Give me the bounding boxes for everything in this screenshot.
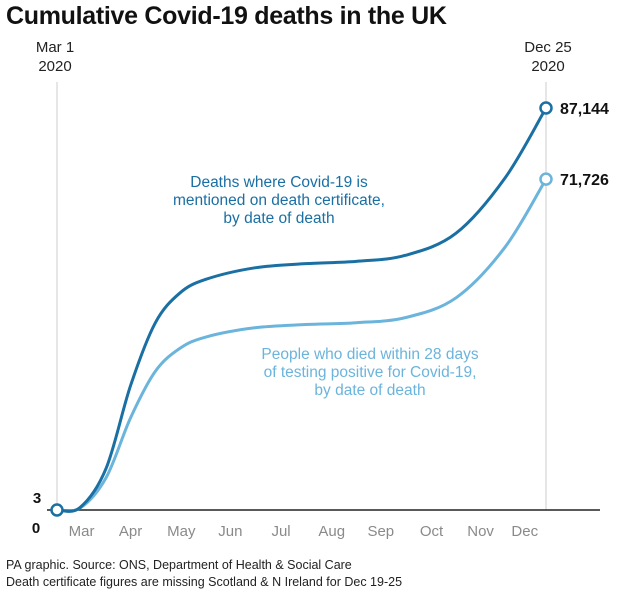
annotation-line: of testing positive for Covid-19, [263,364,477,381]
end-point-marker-cert [539,101,553,115]
start-value-label: 3 [33,490,41,507]
series-test-annotation: People who died within 28 days of testing… [230,346,510,400]
missing-data-footnote: Death certificate figures are missing Sc… [6,575,403,589]
x-tick-label-aug: Aug [318,523,345,540]
annotation-line: by date of death [223,210,335,227]
annotation-line: People who died within 28 days [261,346,479,363]
x-tick-label-sep: Sep [367,523,394,540]
series-cert-annotation: Deaths where Covid-19 is mentioned on dea… [130,174,428,228]
x-tick-label-oct: Oct [420,523,444,540]
end-date-label: Dec 25 2020 [515,38,581,76]
annotation-line: Deaths where Covid-19 is [190,174,368,191]
start-date-day: Mar 1 [35,39,75,56]
source-footnote: PA graphic. Source: ONS, Department of H… [6,558,352,572]
start-point-marker [50,503,64,517]
start-date-year: 2020 [38,58,72,75]
x-tick-label-may: May [167,523,196,540]
end-point-marker-test [539,172,553,186]
x-tick-label-jul: Jul [271,523,290,540]
start-date-label: Mar 1 2020 [25,38,85,76]
end-value-label-test: 71,726 [560,172,609,189]
y-tick-label-0: 0 [32,520,40,537]
series-line-test [55,177,548,513]
x-tick-label-jun: Jun [218,523,242,540]
series-line-cert [55,106,548,513]
x-tick-label-apr: Apr [119,523,142,540]
x-tick-label-nov: Nov [467,523,494,540]
annotation-line: mentioned on death certificate, [173,192,385,209]
chart-title: Cumulative Covid-19 deaths in the UK [6,2,447,30]
x-tick-label-mar: Mar [69,523,95,540]
x-tick-label-dec: Dec [511,523,538,540]
end-date-year: 2020 [531,58,565,75]
end-value-label-cert: 87,144 [560,101,609,118]
end-date-day: Dec 25 [524,39,572,56]
annotation-line: by date of death [314,382,426,399]
